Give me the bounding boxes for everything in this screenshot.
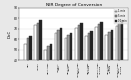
Bar: [111, 30, 113, 80]
Title: NIR Degree of Conversion: NIR Degree of Conversion: [46, 3, 102, 7]
Bar: [27, 38, 29, 80]
Bar: [121, 20, 123, 80]
Bar: [60, 28, 62, 80]
Bar: [57, 30, 60, 80]
Bar: [100, 22, 103, 80]
Bar: [29, 36, 32, 80]
Bar: [118, 23, 121, 80]
Bar: [80, 23, 83, 80]
Bar: [70, 33, 72, 80]
Bar: [45, 50, 47, 80]
Y-axis label: DoC: DoC: [8, 30, 12, 38]
Legend: 1 min, 5 min, 10 min: 1 min, 5 min, 10 min: [114, 8, 128, 24]
Bar: [98, 24, 100, 80]
Bar: [67, 35, 70, 80]
Bar: [65, 38, 67, 80]
Bar: [24, 44, 27, 80]
Bar: [105, 35, 108, 80]
Bar: [88, 33, 90, 80]
Bar: [37, 23, 39, 80]
Bar: [55, 33, 57, 80]
Bar: [95, 27, 98, 80]
Bar: [34, 25, 37, 80]
Bar: [108, 32, 111, 80]
Bar: [50, 44, 52, 80]
Bar: [39, 20, 42, 80]
Bar: [75, 28, 78, 80]
Bar: [47, 46, 50, 80]
Bar: [78, 25, 80, 80]
Bar: [116, 26, 118, 80]
Bar: [85, 36, 88, 80]
Bar: [90, 31, 93, 80]
